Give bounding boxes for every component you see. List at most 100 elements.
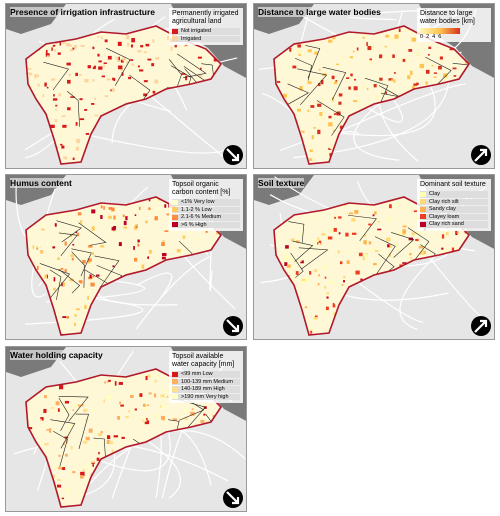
land-cell [154, 379, 157, 383]
north-arrow [226, 319, 240, 333]
land-cell [302, 130, 305, 134]
land-cell [293, 158, 295, 162]
land-cell [77, 212, 82, 216]
land-cell [26, 232, 30, 237]
land-cell [363, 26, 367, 28]
land-cell [157, 207, 161, 212]
land-cell [307, 109, 310, 113]
land-cell [154, 373, 159, 378]
land-cell [94, 65, 97, 68]
region-fill [26, 26, 221, 164]
land-cell [193, 504, 199, 507]
map-panel: Water holding capacity Topsoil available … [5, 346, 247, 512]
land-cell [217, 274, 221, 279]
land-cell [368, 223, 372, 226]
land-cell [402, 232, 405, 236]
land-cell [302, 44, 306, 47]
land-cell [63, 156, 68, 160]
land-cell [120, 59, 124, 63]
land-cell [103, 205, 105, 210]
land-cell [31, 205, 35, 210]
land-cell [326, 296, 329, 299]
land-cell [91, 252, 94, 256]
land-cell [402, 229, 407, 234]
land-cell [100, 431, 103, 434]
land-cell [346, 77, 350, 80]
land-cell [382, 289, 386, 292]
land-cell [65, 211, 70, 215]
land-cell [385, 34, 389, 38]
land-cell [70, 96, 75, 98]
land-cell [91, 209, 96, 214]
land-cell [377, 220, 380, 223]
land-cell [200, 419, 205, 424]
legend-label: >6 % High [181, 221, 207, 228]
land-cell [59, 384, 64, 390]
panel-title: Soil texture [258, 178, 305, 188]
land-cell [337, 250, 340, 254]
land-cell [107, 55, 112, 60]
land-cell [146, 273, 151, 278]
land-cell [158, 281, 162, 284]
land-cell [325, 306, 329, 311]
district-border [407, 227, 430, 266]
land-cell [470, 142, 473, 145]
land-cell [171, 504, 176, 507]
land-cell [208, 147, 213, 151]
land-cell [389, 244, 392, 249]
land-cell [84, 304, 87, 310]
land-cell [314, 239, 319, 243]
land-cell [182, 496, 185, 499]
land-cell [56, 484, 62, 488]
land-cell [164, 230, 169, 233]
land-cell [27, 305, 31, 308]
land-cell [363, 234, 367, 238]
land-cell [379, 162, 381, 164]
land-cell [178, 114, 181, 119]
land-cell [162, 158, 166, 163]
land-cell [343, 280, 345, 283]
land-cell [120, 404, 124, 407]
land-cell [180, 147, 183, 151]
land-cell [338, 232, 341, 235]
land-cell [69, 48, 74, 52]
land-cell [196, 302, 201, 305]
north-arrow [474, 319, 488, 333]
land-cell [113, 77, 116, 82]
land-cell [43, 408, 47, 413]
land-cell [100, 245, 105, 248]
land-cell [200, 333, 203, 335]
legend-gradient [420, 28, 460, 34]
land-cell [30, 475, 33, 478]
land-cell [112, 149, 117, 151]
land-cell [40, 26, 44, 31]
district-border [58, 397, 70, 432]
land-cell [91, 226, 95, 231]
land-cell [333, 312, 336, 316]
land-cell [368, 329, 372, 332]
legend-item: Sandy clay [420, 206, 488, 213]
land-cell [464, 125, 468, 128]
land-cell [289, 89, 293, 91]
land-cell [276, 206, 279, 210]
land-cell [141, 264, 145, 269]
land-cell [460, 310, 463, 313]
land-cell [26, 93, 27, 95]
land-cell [439, 139, 444, 145]
land-cell [97, 502, 100, 506]
land-cell [290, 238, 295, 242]
land-cell [116, 270, 118, 275]
land-cell [77, 404, 81, 407]
land-cell [92, 79, 95, 82]
land-cell [75, 72, 78, 77]
land-cell [143, 124, 147, 127]
land-cell [151, 116, 154, 121]
land-cell [135, 223, 138, 227]
land-cell [128, 410, 131, 413]
land-cell [328, 39, 333, 43]
land-cell [293, 161, 297, 164]
land-cell [217, 255, 221, 258]
land-cell [204, 161, 207, 164]
land-cell [36, 74, 40, 77]
land-cell [152, 279, 157, 282]
